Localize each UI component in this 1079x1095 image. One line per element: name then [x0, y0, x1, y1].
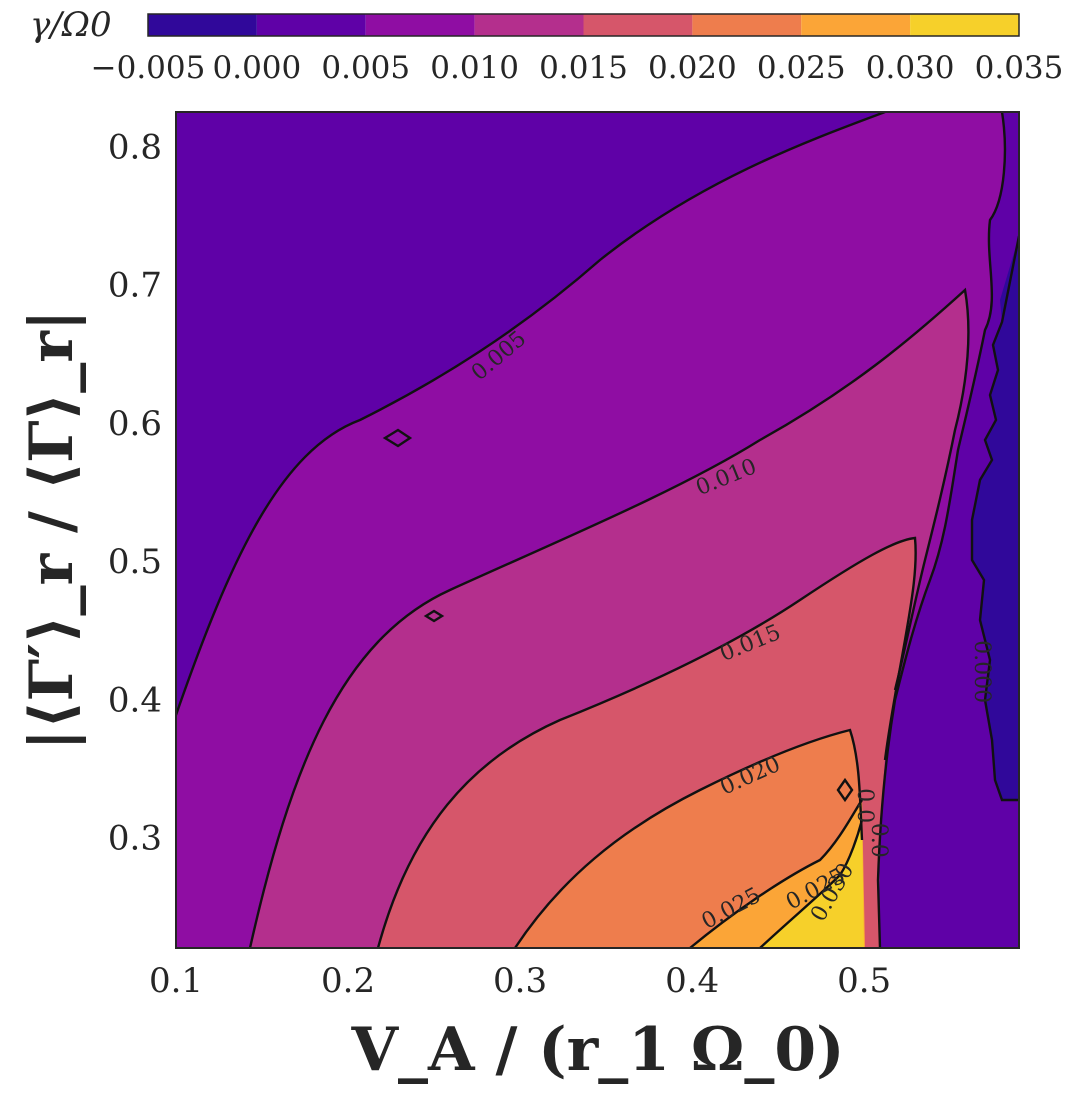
- x-tick-label: 0.1: [149, 961, 203, 1001]
- x-axis-title: V_A / (r_1 Ω_0): [351, 1015, 845, 1085]
- contour-line-0.015: [376, 536, 917, 948]
- plot-frame: [175, 111, 1020, 949]
- colorbar-swatch: [148, 14, 257, 36]
- contour-line-0.020: [513, 728, 864, 948]
- x-tick-label: 0.4: [665, 961, 719, 1001]
- y-tick-label: 0.7: [108, 266, 162, 306]
- colorbar-tick-label: 0.015: [539, 50, 628, 86]
- colorbar-label: γ/Ω0: [30, 5, 112, 45]
- small-contour-2: [423, 609, 445, 623]
- x-tick-label: 0.3: [493, 961, 547, 1001]
- colorbar-swatch: [692, 14, 802, 36]
- contour-lines: [176, 112, 1019, 948]
- contour-line-0.025: [689, 799, 863, 948]
- colorbar-tick-label: 0.025: [757, 50, 846, 86]
- region-0.030-0.035: [760, 820, 864, 948]
- x-tick-label: 0.5: [837, 961, 891, 1001]
- colorbar-tick-label: 0.000: [213, 50, 302, 86]
- small-contour-1: [382, 428, 413, 448]
- colorbar-swatch: [910, 14, 1019, 36]
- colorbar: γ/Ω0 −0.005 0.000 0.005 0.010 0.015 0.020 0.02…: [30, 5, 1063, 86]
- colorbar-tick-label: 0.010: [430, 50, 519, 86]
- contour-line-0.000-right: [876, 112, 1007, 948]
- contour-line-negative: [970, 235, 1019, 802]
- colorbar-frame: [147, 13, 1020, 37]
- y-tick-label: 0.6: [108, 404, 162, 444]
- colorbar-tick-label: 0.020: [648, 50, 737, 86]
- contour-line-0.010: [248, 287, 970, 948]
- contour-label: 0.0: [866, 823, 891, 858]
- colorbar-tick-label: 0.005: [321, 50, 410, 86]
- x-tick-label: 0.2: [321, 961, 375, 1001]
- colorbar-swatch: [365, 14, 475, 36]
- colorbar-tick-label: −0.005: [91, 50, 206, 86]
- contour-label: 0.0: [852, 788, 877, 823]
- contour-label: 0.000: [969, 640, 994, 703]
- y-tick-label: 0.5: [108, 542, 162, 582]
- y-tick-label: 0.3: [108, 818, 162, 858]
- region-negative: [972, 236, 1019, 800]
- small-contour-3: [836, 777, 854, 803]
- contour-line-0.030: [759, 819, 864, 948]
- contour-line-0.005: [176, 112, 886, 716]
- colorbar-tick-label: 0.035: [975, 50, 1064, 86]
- y-tick-label: 0.4: [108, 680, 162, 720]
- colorbar-swatch: [474, 14, 584, 36]
- colorbar-tick-label: 0.030: [866, 50, 955, 86]
- y-axis-title: |⟨Γ′⟩_r / ⟨Γ⟩_r|: [17, 309, 87, 750]
- colorbar-swatch: [256, 14, 366, 36]
- colorbar-swatch: [801, 14, 911, 36]
- colorbar-swatch: [583, 14, 693, 36]
- y-tick-label: 0.8: [108, 128, 162, 168]
